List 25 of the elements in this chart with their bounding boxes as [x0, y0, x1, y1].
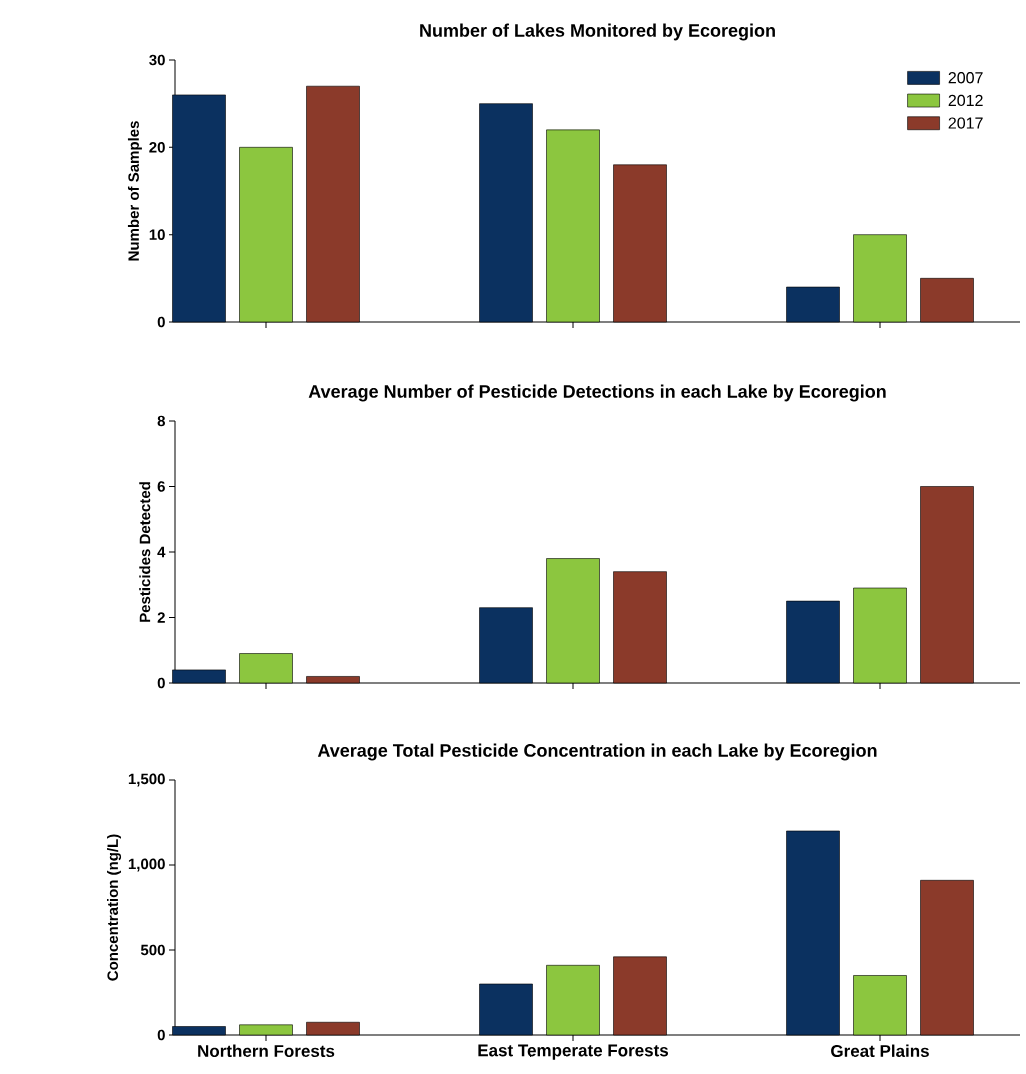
y-axis-title: Pesticides Detected [139, 482, 151, 622]
y-tick-label: 500 [140, 944, 165, 956]
chart-title: Average Total Pesticide Concentration in each Lake by Ecoregion [317, 743, 877, 761]
y-tick-label: 20 [149, 142, 165, 153]
y-tick-label: 0 [157, 316, 165, 328]
y-tick-label: 0 [157, 1029, 165, 1041]
legend-label: 2017 [948, 117, 983, 129]
y-tick-label: 4 [157, 546, 166, 558]
y-tick-label: 10 [149, 229, 165, 240]
y-tick-label: 30 [149, 54, 165, 66]
y-tick-label: 1,000 [128, 858, 165, 872]
y-tick-label: 1,500 [128, 773, 165, 787]
legend-label: 2012 [948, 94, 983, 107]
chart-title: Average Number of Pesticide Detections in each Lake by Ecoregion [308, 384, 886, 402]
y-tick-label: 8 [157, 415, 165, 427]
y-tick-label: 2 [157, 612, 165, 623]
y-axis-title: Concentration (ng/L) [107, 834, 122, 981]
y-axis-title: Number of Samples [127, 121, 142, 261]
y-tick-label: 6 [157, 481, 165, 492]
legend-label: 2007 [948, 72, 983, 84]
x-tick-label: Great Plains [831, 1044, 929, 1058]
chart-title: Number of Lakes Monitored by Ecoregion [420, 23, 775, 41]
x-tick-label: Northern Forests [198, 1044, 335, 1058]
x-tick-label: East Temperate Forests [478, 1044, 669, 1060]
y-tick-label: 0 [157, 677, 165, 689]
